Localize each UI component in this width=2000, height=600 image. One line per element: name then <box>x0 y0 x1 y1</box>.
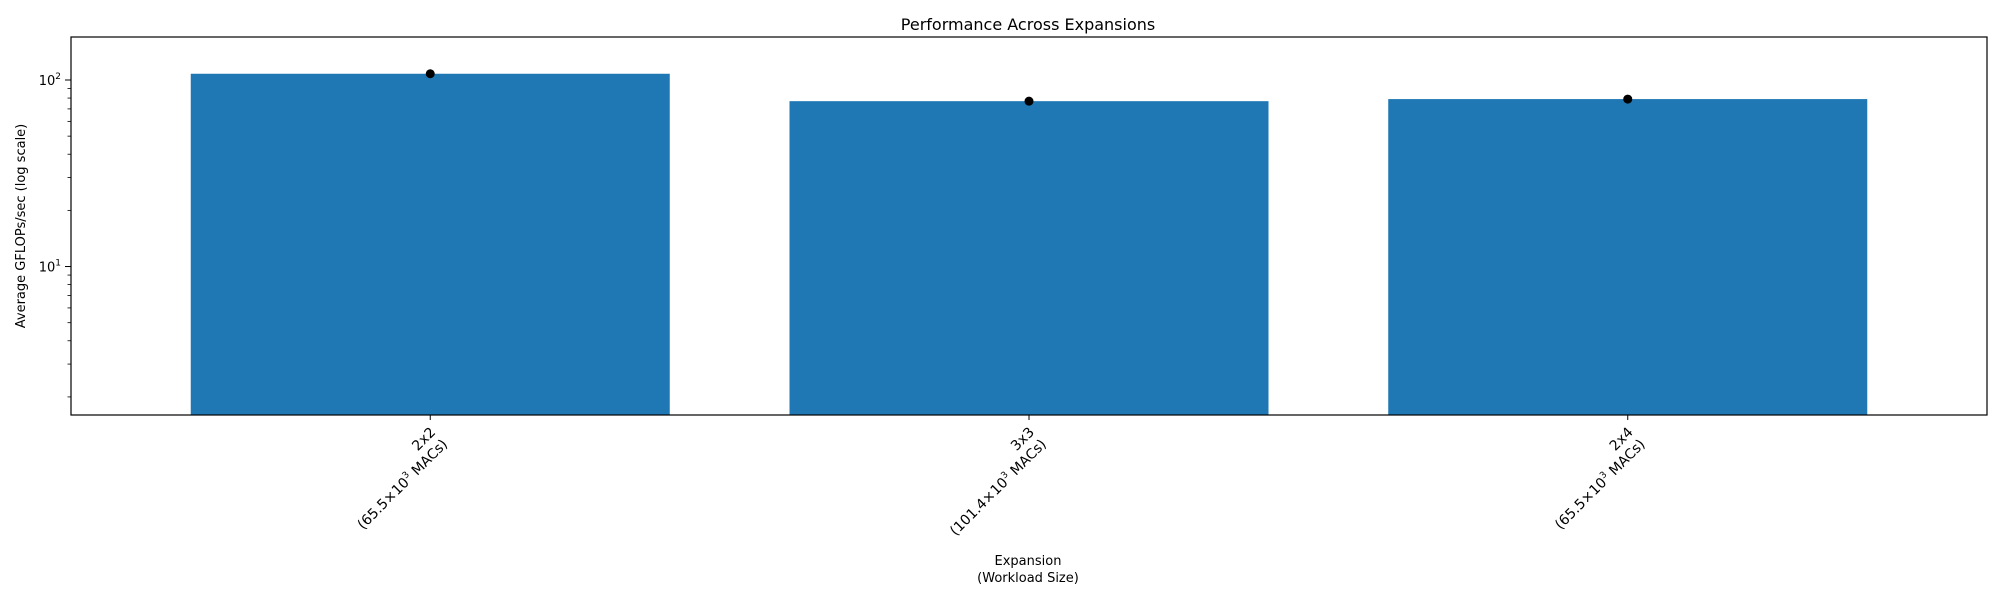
x-axis-label-line-2: (Workload Size) <box>977 571 1079 586</box>
x-tick-label-0: 2x2(65.5×103 MACs) <box>354 425 451 533</box>
x-tick-label-line2: (65.5×103 MACs) <box>354 436 451 533</box>
x-tick-label-line2: (65.5×103 MACs) <box>1551 436 1648 533</box>
bar-2 <box>1388 99 1868 415</box>
value-marker-2 <box>1623 94 1633 104</box>
x-axis-label-line-1: Expansion <box>995 554 1062 569</box>
x-tick-label-2: 2x4(65.5×103 MACs) <box>1551 424 1648 533</box>
y-axis-label: Average GFLOPs/sec (log scale) <box>14 124 29 328</box>
x-axis: 2x2(65.5×103 MACs) 3x3(101.4×103 MACs) 2x4… <box>354 415 1649 540</box>
value-marker-1 <box>1024 96 1034 106</box>
y-tick-label-1: 102 <box>39 72 61 89</box>
bar-0 <box>190 73 670 416</box>
x-tick-label-line2: (101.4×103 MACs) <box>946 436 1049 539</box>
markers-layer <box>425 69 1633 106</box>
y-axis: 101 102 <box>39 72 71 398</box>
bars-layer <box>190 73 1868 416</box>
value-marker-0 <box>425 69 435 79</box>
x-tick-label-1: 3x3(101.4×103 MACs) <box>946 425 1050 540</box>
y-tick-label-0: 101 <box>39 259 61 276</box>
chart-title: Performance Across Expansions <box>901 15 1155 34</box>
bar-1 <box>789 101 1269 415</box>
